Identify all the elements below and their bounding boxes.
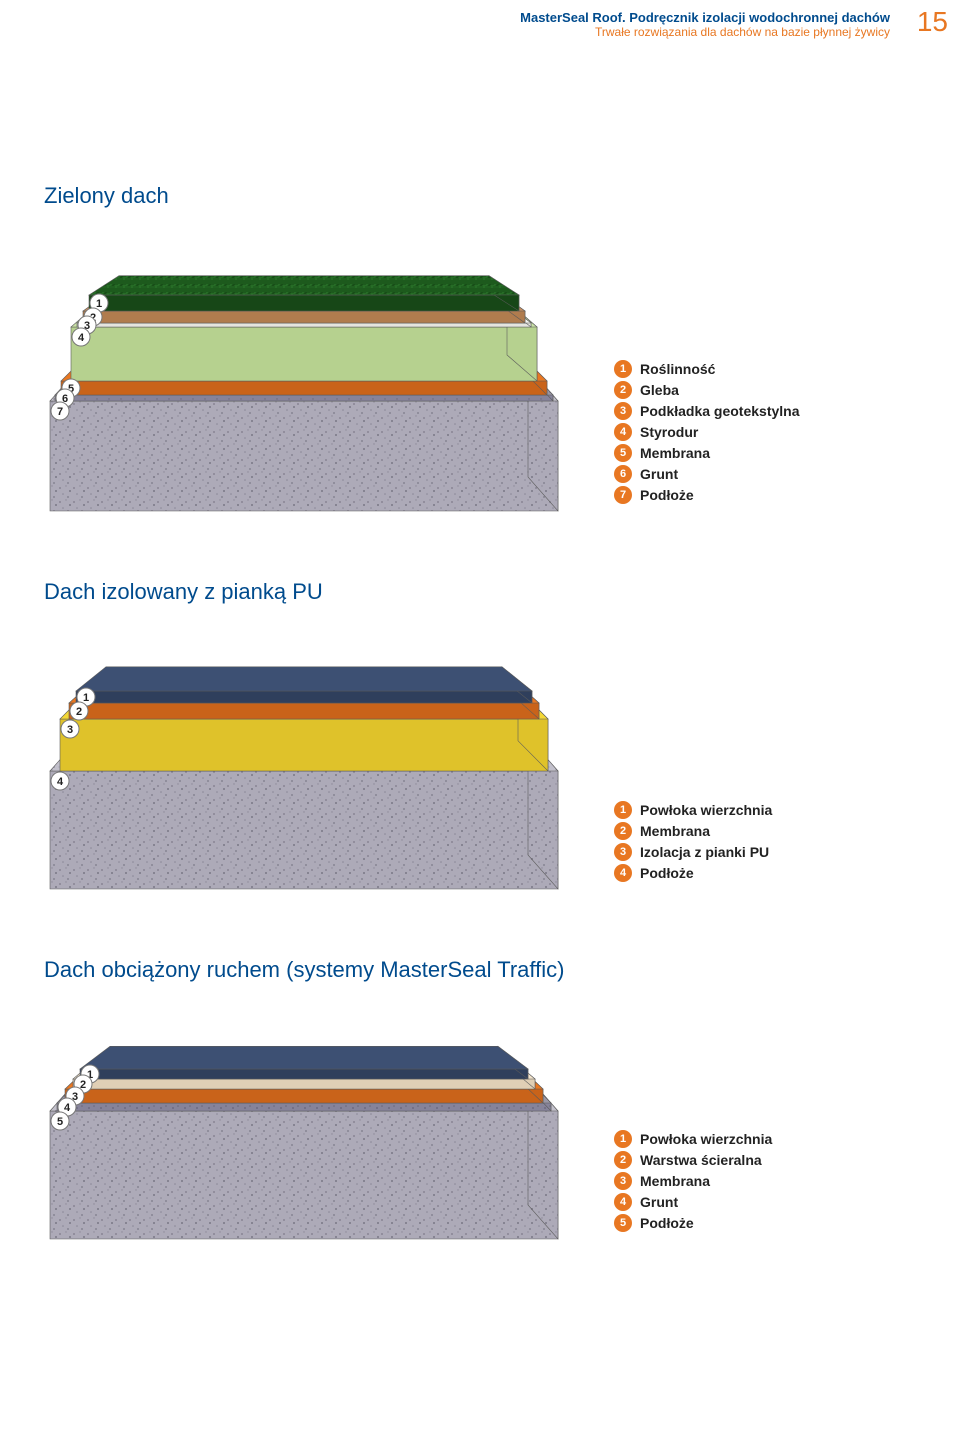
- svg-text:1: 1: [83, 692, 89, 704]
- legend-label: Podłoże: [640, 487, 694, 503]
- legend-label: Membrana: [640, 1173, 710, 1189]
- section-title: Dach obciążony ruchem (systemy MasterSea…: [44, 957, 916, 983]
- legend-label: Powłoka wierzchnia: [640, 1131, 772, 1147]
- svg-text:4: 4: [57, 776, 64, 788]
- legend-label: Podłoże: [640, 865, 694, 881]
- section-green_roof: Zielony dach: [0, 43, 960, 551]
- legend-label: Grunt: [640, 1194, 678, 1210]
- legend: 1 Powłoka wierzchnia 2 Warstwa ścieralna 3 Me…: [614, 1127, 916, 1245]
- legend-bullet: 2: [614, 1151, 632, 1169]
- svg-text:1: 1: [96, 298, 102, 310]
- legend-bullet: 4: [614, 1193, 632, 1211]
- legend-item: 4 Podłoże: [614, 864, 916, 882]
- legend-bullet: 6: [614, 465, 632, 483]
- section-traffic: Dach obciążony ruchem (systemy MasterSea…: [0, 929, 960, 1279]
- legend-label: Podkładka geotekstylna: [640, 403, 800, 419]
- legend-bullet: 1: [614, 801, 632, 819]
- legend-label: Gleba: [640, 382, 679, 398]
- svg-text:3: 3: [67, 724, 73, 736]
- header-title: MasterSeal Roof. Podręcznik izolacji wod…: [20, 10, 890, 25]
- legend-label: Membrana: [640, 823, 710, 839]
- legend-label: Styrodur: [640, 424, 698, 440]
- legend-item: 7 Podłoże: [614, 486, 916, 504]
- legend-label: Warstwa ścieralna: [640, 1152, 762, 1168]
- section-title: Dach izolowany z pianką PU: [44, 579, 916, 605]
- legend-item: 5 Podłoże: [614, 1214, 916, 1232]
- legend-label: Grunt: [640, 466, 678, 482]
- legend-item: 1 Powłoka wierzchnia: [614, 1130, 916, 1148]
- legend: 1 Roślinność 2 Gleba 3 Podkładka geotekstylna…: [614, 357, 916, 517]
- layer-diagram: 1 2 3 4 5 6 7: [44, 233, 564, 517]
- legend-item: 3 Izolacja z pianki PU: [614, 843, 916, 861]
- legend-item: 1 Powłoka wierzchnia: [614, 801, 916, 819]
- legend-bullet: 3: [614, 1172, 632, 1190]
- legend-bullet: 1: [614, 1130, 632, 1148]
- legend-label: Membrana: [640, 445, 710, 461]
- svg-text:2: 2: [76, 706, 82, 718]
- svg-text:7: 7: [57, 406, 63, 418]
- svg-text:4: 4: [78, 332, 85, 344]
- section-title: Zielony dach: [44, 183, 916, 209]
- legend-item: 3 Podkładka geotekstylna: [614, 402, 916, 420]
- legend-bullet: 5: [614, 1214, 632, 1232]
- legend-bullet: 7: [614, 486, 632, 504]
- page-header: MasterSeal Roof. Podręcznik izolacji wod…: [0, 0, 960, 43]
- legend-item: 2 Warstwa ścieralna: [614, 1151, 916, 1169]
- legend-bullet: 4: [614, 864, 632, 882]
- svg-text:4: 4: [64, 1102, 71, 1114]
- layer-diagram: 1 2 3 4: [44, 629, 564, 895]
- header-subtitle: Trwałe rozwiązania dla dachów na bazie p…: [20, 25, 890, 39]
- legend-item: 6 Grunt: [614, 465, 916, 483]
- legend-item: 1 Roślinność: [614, 360, 916, 378]
- legend-label: Podłoże: [640, 1215, 694, 1231]
- legend-item: 2 Membrana: [614, 822, 916, 840]
- legend-bullet: 5: [614, 444, 632, 462]
- svg-text:5: 5: [57, 1116, 63, 1128]
- legend-bullet: 1: [614, 360, 632, 378]
- legend-item: 5 Membrana: [614, 444, 916, 462]
- legend-label: Roślinność: [640, 361, 715, 377]
- legend-bullet: 2: [614, 822, 632, 840]
- legend-bullet: 2: [614, 381, 632, 399]
- section-pu_foam: Dach izolowany z pianką PU: [0, 551, 960, 929]
- layer-diagram: 1 2 3 4 5: [44, 1007, 564, 1245]
- legend-label: Izolacja z pianki PU: [640, 844, 769, 860]
- legend-bullet: 4: [614, 423, 632, 441]
- page-number: 15: [917, 6, 948, 38]
- legend-bullet: 3: [614, 402, 632, 420]
- legend-label: Powłoka wierzchnia: [640, 802, 772, 818]
- legend-item: 2 Gleba: [614, 381, 916, 399]
- legend-item: 4 Styrodur: [614, 423, 916, 441]
- legend: 1 Powłoka wierzchnia 2 Membrana 3 Izolacja z …: [614, 798, 916, 895]
- legend-item: 3 Membrana: [614, 1172, 916, 1190]
- legend-bullet: 3: [614, 843, 632, 861]
- legend-item: 4 Grunt: [614, 1193, 916, 1211]
